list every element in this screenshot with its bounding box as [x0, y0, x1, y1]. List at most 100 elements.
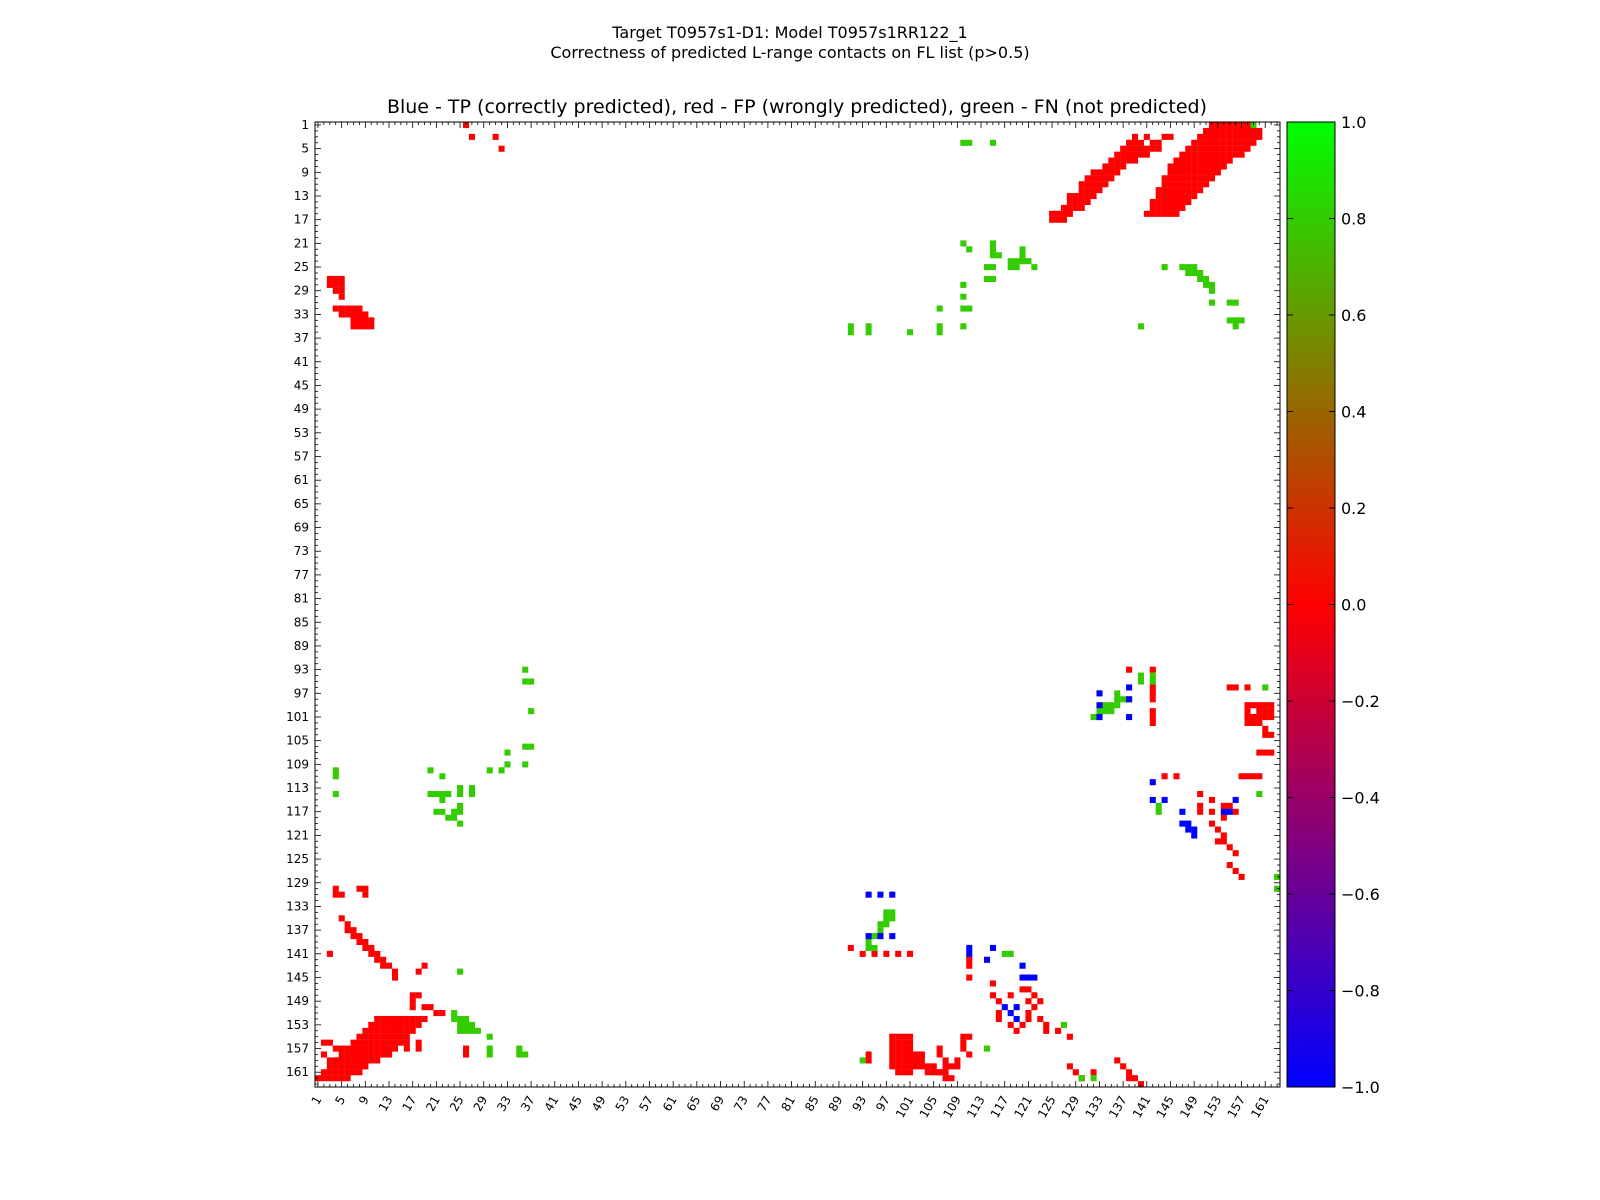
- fn-contact: [989, 240, 996, 247]
- fp-contact: [338, 1045, 345, 1052]
- fp-contact: [344, 305, 351, 312]
- fp-contact: [1131, 1075, 1139, 1082]
- fp-contact: [1250, 139, 1257, 146]
- fp-contact: [1262, 714, 1269, 721]
- y-tick-label: 105: [286, 734, 309, 748]
- fn-contact: [522, 1051, 529, 1058]
- tp-contact: [1232, 796, 1239, 803]
- fp-contact: [403, 1045, 410, 1052]
- fp-contact: [918, 1063, 925, 1070]
- fn-contact: [960, 293, 967, 300]
- y-tick-label: 137: [286, 923, 309, 937]
- fp-contact: [468, 133, 475, 140]
- fp-contact: [1250, 702, 1257, 709]
- fp-contact: [409, 1021, 416, 1028]
- fn-contact: [1060, 1021, 1068, 1028]
- x-tick-label: 101: [893, 1094, 917, 1121]
- x-tick-label: 25: [447, 1094, 467, 1114]
- fp-contact: [326, 1069, 333, 1076]
- fp-contact: [391, 1039, 399, 1046]
- fn-contact: [1025, 258, 1032, 265]
- fn-contact: [1001, 950, 1008, 957]
- fn-contact: [1256, 790, 1263, 798]
- fn-contact: [1114, 690, 1121, 697]
- fp-contact: [966, 974, 973, 981]
- fp-contact: [362, 323, 369, 330]
- fp-contact: [1090, 175, 1097, 182]
- fp-contact: [865, 1051, 872, 1058]
- fn-contact: [983, 1045, 991, 1052]
- fp-contact: [895, 1039, 902, 1046]
- fp-contact: [1226, 157, 1233, 164]
- fn-contact: [966, 305, 973, 312]
- fp-contact: [1078, 181, 1085, 188]
- fp-contact: [1131, 133, 1139, 140]
- x-tick-label: 53: [613, 1094, 633, 1114]
- fp-contact: [498, 145, 505, 152]
- x-tick-label: 65: [684, 1094, 704, 1114]
- fp-contact: [1250, 127, 1257, 134]
- fp-contact: [1197, 808, 1204, 815]
- fp-contact: [1208, 820, 1216, 827]
- fn-contact: [445, 814, 452, 821]
- fp-contact: [1066, 1033, 1073, 1040]
- fp-contact: [415, 1039, 422, 1046]
- x-tick-label: 1: [309, 1094, 325, 1108]
- fp-contact: [1268, 702, 1275, 709]
- x-tick-label: 77: [755, 1094, 775, 1114]
- figure-title-line2: Correctness of predicted L-range contact…: [550, 43, 1029, 62]
- fp-contact: [1060, 204, 1068, 211]
- tp-contact: [989, 944, 996, 951]
- fp-contact: [1208, 808, 1216, 815]
- x-tick-label: 73: [731, 1094, 751, 1114]
- fp-contact: [1043, 1027, 1050, 1034]
- fp-contact: [1179, 198, 1186, 206]
- fp-contact: [1173, 163, 1180, 170]
- fn-contact: [983, 275, 991, 282]
- fp-contact: [1173, 773, 1180, 780]
- y-tick-label: 81: [294, 592, 309, 606]
- fp-contact: [356, 323, 363, 330]
- fp-contact: [1185, 145, 1192, 152]
- fp-contact: [374, 1033, 381, 1040]
- fp-contact: [1203, 175, 1210, 182]
- fn-contact: [966, 246, 973, 253]
- fp-contact: [901, 1063, 908, 1070]
- fp-contact: [1126, 666, 1133, 673]
- tp-contact: [1126, 714, 1133, 721]
- colorbar-ticks: 1.0 0.8 0.6 0.4 0.2 0.0 −0.2 −0.4 −0.6 −0.8 −1.0: [1287, 113, 1380, 1097]
- fp-contact: [356, 305, 363, 312]
- fp-contact: [948, 1075, 955, 1082]
- fp-contact: [1155, 187, 1162, 194]
- tp-contact: [1001, 1004, 1008, 1011]
- fp-contact: [1185, 181, 1192, 188]
- fp-contact: [1214, 133, 1221, 140]
- fp-contact: [1220, 163, 1227, 170]
- fp-contact: [1114, 169, 1121, 176]
- y-tick-label: 61: [294, 473, 309, 487]
- fp-contact: [948, 1063, 955, 1070]
- fp-contact: [1179, 169, 1186, 176]
- fp-contact: [1185, 157, 1192, 164]
- fn-contact: [516, 1045, 523, 1052]
- fp-contact: [439, 1010, 446, 1017]
- fp-contact: [1208, 157, 1216, 164]
- fn-contact: [1208, 281, 1216, 288]
- fp-contact: [1108, 163, 1115, 170]
- tp-contact: [1191, 826, 1198, 833]
- fn-contact: [463, 1027, 470, 1034]
- fp-contact: [1232, 133, 1239, 140]
- fp-contact: [380, 1021, 387, 1028]
- fp-contact: [332, 275, 339, 282]
- fp-contact: [1025, 998, 1032, 1005]
- fp-contact: [1203, 145, 1210, 152]
- fp-contact: [1226, 844, 1233, 851]
- fp-contact: [1256, 749, 1263, 756]
- fp-contact: [1203, 163, 1210, 170]
- x-tick-label: 157: [1225, 1094, 1249, 1121]
- fp-contact: [338, 1057, 345, 1064]
- fp-contact: [1173, 193, 1180, 200]
- tp-contact: [889, 933, 896, 940]
- fp-contact: [1131, 139, 1139, 146]
- fp-contact: [918, 1051, 925, 1058]
